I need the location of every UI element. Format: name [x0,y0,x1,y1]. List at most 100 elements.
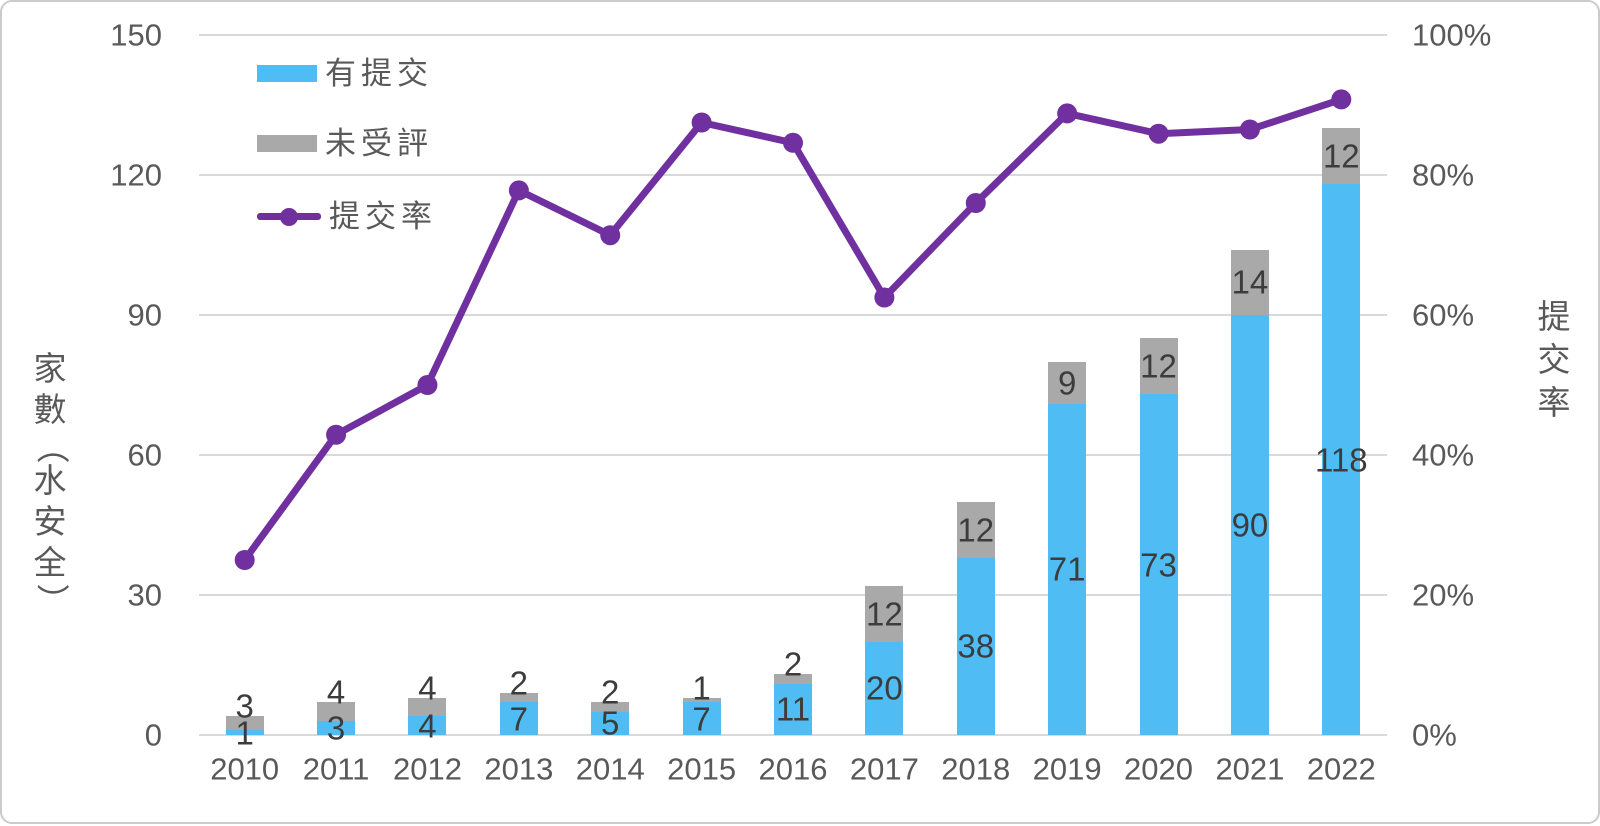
x-axis-tick-label: 2016 [758,751,828,787]
bar-value-label-submitted: 4 [418,707,437,745]
left-axis-tick-label: 60 [127,437,162,473]
bar-value-label-unassessed: 2 [601,673,620,711]
axis-title-char: （ [32,430,69,464]
axis-title-char: 家 [33,352,67,388]
x-axis-tick-label: 2015 [667,751,737,787]
x-axis-tick-label: 2010 [210,751,280,787]
bar-unassessed-segment [591,702,630,712]
bar-submitted-segment [591,711,630,735]
axis-title-char: 提 [1537,300,1571,336]
rate-line-marker [1239,119,1260,140]
axis-title-char: 數 [33,393,67,429]
bar-submitted-segment [1048,403,1087,735]
x-axis-tick-label: 2013 [484,751,554,787]
bar-value-label-unassessed: 2 [509,664,529,702]
bar-submitted-segment [956,557,995,735]
bar-value-label-unassessed: 3 [235,687,254,725]
bar-value-label-unassessed: 12 [866,595,903,633]
bar-unassessed-segment [408,697,447,717]
bar-unassessed-segment [1322,128,1361,185]
bar-value-label-submitted: 5 [601,704,620,742]
legend-line-marker-icon [257,208,321,226]
rate-line-marker [600,225,621,246]
bar-value-label-submitted: 1 [235,714,254,752]
left-axis-tick-label: 90 [127,297,162,333]
bar-submitted-segment [1230,315,1269,735]
legend-label-submitted: 有提交 [325,56,433,91]
bar-unassessed-segment [499,693,538,703]
bar-unassessed-segment [865,585,904,642]
left-axis-tick-label: 120 [110,157,162,193]
rate-line-marker [326,424,347,445]
bar-value-label-submitted: 71 [1048,550,1086,588]
axis-title-char: 安 [33,505,67,541]
legend-label-unassessed: 未受評 [325,126,433,161]
x-axis-tick-label: 2018 [941,751,1011,787]
bar-value-label-unassessed: 4 [418,669,437,707]
rate-line [241,95,1345,564]
axis-title-char: 全 [33,546,67,582]
x-axis-tick-label: 2011 [302,751,370,787]
bar-value-label-submitted: 38 [957,627,995,665]
bar-value-label-unassessed: 12 [1140,347,1177,385]
bar-unassessed-segment [774,674,812,684]
right-axis-tick-label: 80% [1412,157,1475,193]
left-axis-tick-label: 150 [110,17,162,53]
legend-item-unassessed: 未受評 [257,128,433,159]
bar-value-label-unassessed: 1 [692,669,711,707]
rate-line-marker [783,132,803,153]
legend-swatch-submitted [257,65,317,82]
rate-line-marker [508,180,529,201]
bar-unassessed-segment [1048,361,1087,404]
rate-line-marker [1148,123,1169,144]
bar-value-label-unassessed: 9 [1057,364,1077,402]
bar-value-label-unassessed: 12 [1322,137,1360,175]
right-axis-tick-label: 60% [1412,297,1475,333]
bar-value-label-submitted: 20 [866,669,903,707]
legend-item-submitted: 有提交 [257,58,433,89]
rate-line-marker [1331,89,1352,110]
left-axis-tick-label: 0 [144,717,162,753]
bar-submitted-segment [1322,184,1361,735]
rate-line-marker [874,287,895,308]
bar-value-label-submitted: 118 [1314,441,1368,479]
bar-value-label-submitted: 7 [509,700,529,738]
bar-value-label-unassessed: 14 [1231,263,1269,301]
rate-line-marker [1057,103,1078,124]
x-axis-tick-label: 2021 [1215,751,1285,787]
x-axis-tick-label: 2022 [1306,751,1376,787]
left-axis-tick-label: 30 [127,577,162,613]
left-axis-title: 家數（水安全） [28,352,72,617]
bar-unassessed-segment [225,716,264,731]
legend-label-rate: 提交率 [329,199,437,234]
axis-title-char: 交 [1537,343,1571,379]
bar-unassessed-segment [1139,338,1178,395]
bar-value-label-submitted: 11 [775,690,811,728]
bar-submitted-segment [317,721,356,735]
bar-value-label-unassessed: 4 [326,673,346,711]
bar-value-label-submitted: 7 [692,700,711,738]
legend-swatch-unassessed [257,135,317,152]
bar-unassessed-segment [682,697,721,703]
x-axis-tick-label: 2014 [575,751,645,787]
x-axis-tick-label: 2020 [1124,751,1194,787]
bar-submitted-segment [499,702,538,735]
axis-title-char: 水 [33,464,67,500]
bar-submitted-segment [682,702,721,735]
right-axis-tick-label: 20% [1412,577,1475,613]
bar-value-label-unassessed: 2 [783,645,803,683]
bar-submitted-segment [774,683,812,735]
bar-value-label-unassessed: 12 [957,511,995,549]
x-axis-tick-label: 2019 [1032,751,1102,787]
right-axis-title: 提交率 [1532,302,1576,421]
right-axis-tick-label: 0% [1412,717,1457,753]
right-axis-tick-label: 100% [1412,17,1492,53]
legend-item-rate: 提交率 [257,201,437,232]
rate-line-marker [691,112,712,133]
bar-value-label-submitted: 3 [326,709,346,747]
right-axis-tick-label: 40% [1412,437,1475,473]
bar-unassessed-segment [956,501,995,558]
